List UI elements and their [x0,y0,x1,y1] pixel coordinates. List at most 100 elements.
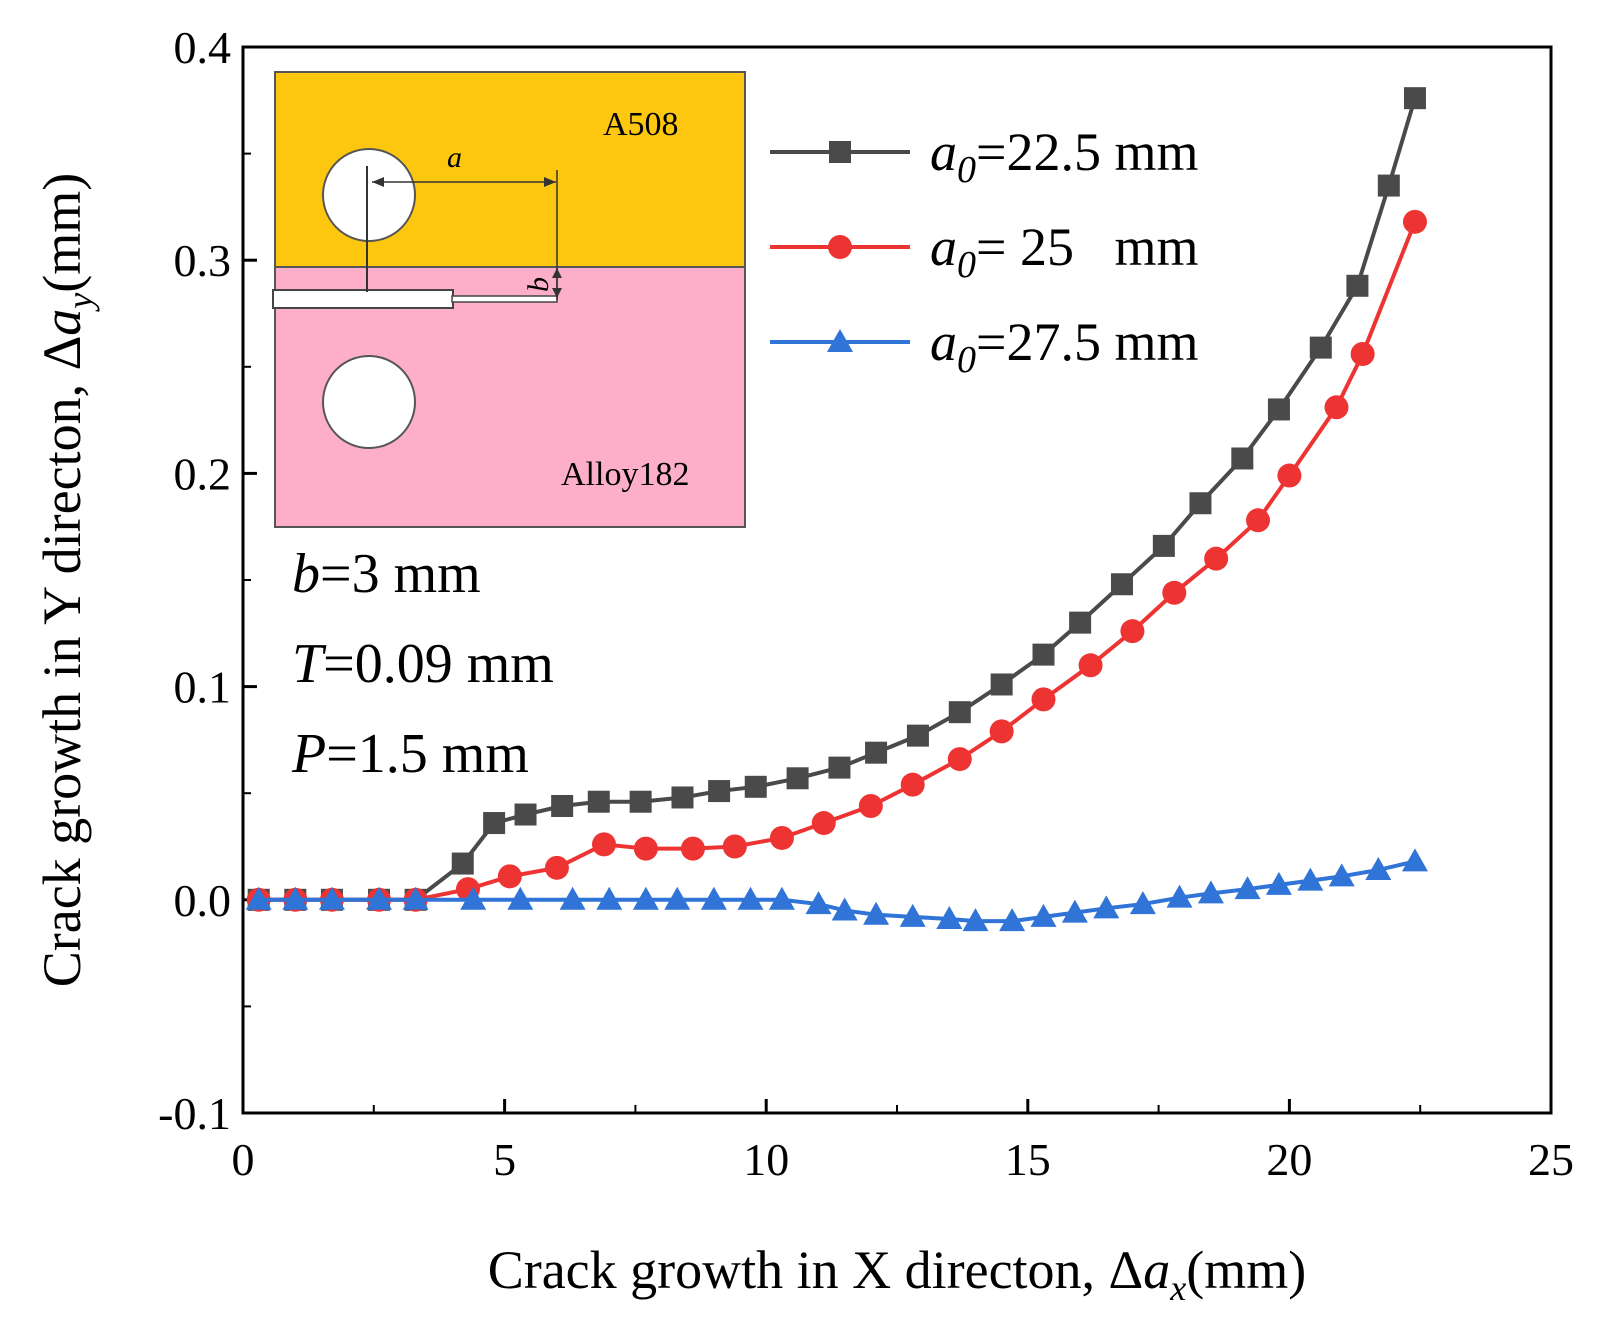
data-point-square [483,812,506,835]
data-point-circle [722,834,747,859]
data-point-triangle [1365,856,1392,880]
data-point-square [1152,534,1175,557]
data-point-triangle [1197,880,1224,904]
legend-label-var: a [930,217,957,277]
param-var: b [292,543,320,605]
data-point-square [865,741,888,764]
inset-upper-label: A508 [603,106,679,143]
legend-label-sub: 0 [957,244,976,286]
y-tick-label: 0.2 [174,448,232,499]
series-line-circle [258,221,1417,902]
data-point-triangle [863,901,890,925]
x-tick-label: 0 [232,1134,255,1185]
data-point-circle [1402,209,1427,234]
data-point-triangle [1093,895,1120,919]
y-axis-title-var: a [32,309,92,336]
data-point-triangle [700,886,727,910]
inset-lower-material [274,266,746,528]
data-point-circle [1120,619,1145,644]
data-point-triangle [632,886,659,910]
inset-dim-b-arrow-bottom [552,288,562,298]
param-value: =3 mm [320,543,481,605]
tick-labels: 0 5 10 15 20 25 -0.1 0.0 0.1 0.2 0.3 0.4 [158,22,1574,1185]
data-point-triangle [936,905,963,929]
data-point-triangle [768,886,795,910]
x-axis-title-prefix: Crack growth in X directon, Δ [488,1240,1144,1300]
data-point-triangle [831,897,858,921]
data-point-triangle [245,886,272,910]
legend-label-var: a [930,312,957,372]
param-var: T [292,633,327,695]
y-tick-label: 0.4 [174,22,232,73]
data-point-circle [900,772,925,797]
data-point-triangle [999,908,1026,932]
y-tick-label: 0.1 [174,662,232,713]
inset-dim-b-arrow-top [552,268,562,278]
data-point-circle [497,864,522,889]
data-point-triangle [318,886,345,910]
data-point-triangle [507,886,534,910]
data-point-triangle [596,886,623,910]
param-b: b=3 mm [292,543,481,605]
plot-frame [241,45,1553,1115]
x-axis-title-var: a [1143,1240,1170,1300]
x-tick-label: 20 [1266,1134,1312,1185]
data-point-square [1189,492,1212,515]
data-point-circle [858,793,883,818]
legend-marker-square [829,141,851,163]
data-point-triangle [1030,903,1057,927]
data-point-triangle [805,891,832,915]
data-point-square [1403,87,1426,110]
parameter-annotations: b=3 mm T=0.09 mm P=1.5 mm [291,543,554,785]
series-triangle [245,848,1428,932]
y-axis-title: Crack growth in Y directon, Δay(mm) [32,173,100,988]
data-point-circle [633,836,658,861]
y-tick-label: 0.0 [174,875,232,926]
data-point-triangle [1265,871,1292,895]
inset-notch [272,289,454,309]
legend-label-rest: = 25 mm [976,217,1198,277]
data-point-circle [1078,653,1103,678]
data-point-square [1377,174,1400,197]
x-axis-title-sub: x [1169,1268,1186,1308]
data-point-circle [592,832,617,857]
data-point-square [1267,398,1290,421]
y-axis-title-prefix: Crack growth in Y directon, Δ [32,336,92,988]
data-point-circle [1031,687,1056,712]
data-point-square [744,775,767,798]
param-P: P=1.5 mm [291,723,529,785]
data-point-square [948,701,971,724]
data-point-circle [1246,508,1271,533]
data-point-circle [1277,463,1302,488]
data-point-circle [1350,342,1375,367]
inset-schematic: a b A508 Alloy182 [272,71,746,528]
data-point-square [1110,573,1133,596]
data-point-circle [947,747,972,772]
data-point-triangle [737,886,764,910]
y-axis-title-sub: y [60,293,100,312]
param-var: P [291,723,326,785]
x-tick-label: 10 [743,1134,789,1185]
data-point-square [990,673,1013,696]
data-point-triangle [1234,876,1261,900]
data-point-triangle [366,886,393,910]
legend-marker-triangle [827,329,853,352]
legend-marker-circle [828,235,852,259]
x-tick-label: 25 [1528,1134,1574,1185]
data-point-circle [1324,395,1349,420]
legend-label-sub: 0 [957,149,976,191]
series-circle [246,209,1427,912]
legend-label: a0=22.5 mm [930,122,1198,191]
data-point-square [629,790,652,813]
data-point-circle [811,811,836,836]
data-point-square [551,794,574,817]
data-point-triangle [1166,884,1193,908]
data-point-triangle [664,886,691,910]
x-axis-title: Crack growth in X directon, Δax(mm) [488,1240,1307,1308]
y-tick-label: 0.3 [174,235,232,286]
inset-dim-a-label: a [447,141,462,174]
data-point-square [708,780,731,803]
legend-label: a0=27.5 mm [930,312,1198,381]
data-point-circle [544,855,569,880]
data-point-circle [989,719,1014,744]
